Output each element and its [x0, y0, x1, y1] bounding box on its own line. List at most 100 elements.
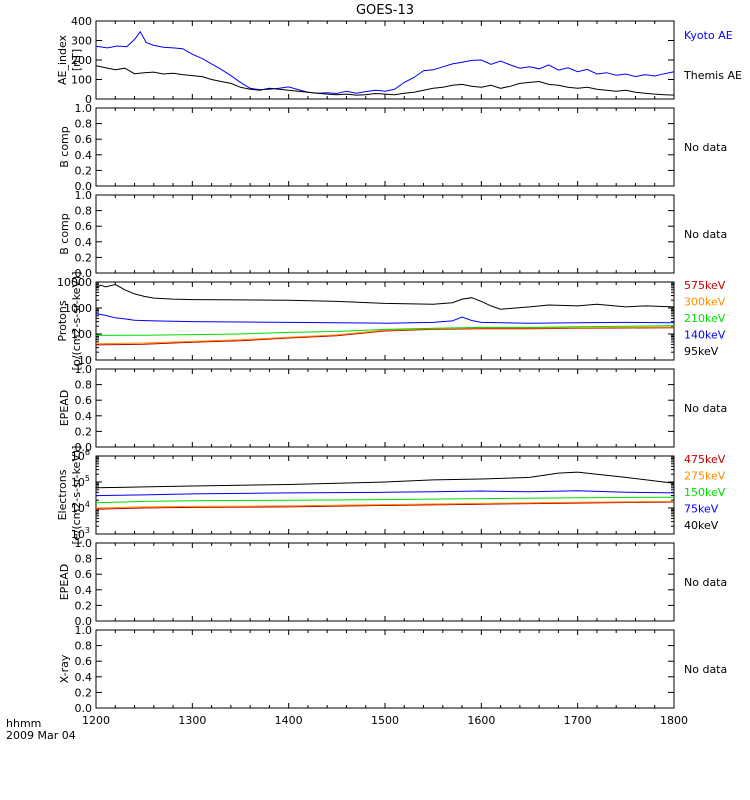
no-data-label: No data: [684, 402, 727, 415]
legend-entry: 95keV: [684, 345, 719, 358]
footer-time-label: hhmm: [6, 717, 41, 730]
y-tick-label: 1.0: [75, 189, 93, 202]
panel-frame: [95, 368, 675, 448]
x-tick-label: 1600: [467, 714, 495, 727]
y-axis-unit-label: [p/(cm2-s-sr-keV)]: [70, 271, 83, 370]
panel-bcomp1: 0.0 0.2 0.4 0.6 0.8 1.0 B comp No data: [58, 102, 727, 193]
y-tick-label: 0: [85, 93, 92, 106]
y-tick-label: 105: [71, 474, 90, 489]
panel-protons: 10 100 1000 10000 Protons [p/(cm2-s-sr-keV)] 5…: [56, 271, 726, 370]
panel-frame: [95, 107, 675, 187]
y-tick-label: 100: [71, 328, 92, 341]
no-data-label: No data: [684, 663, 727, 676]
series-line-275kev: [95, 500, 675, 509]
y-tick-label: 1000: [64, 302, 92, 315]
y-tick-label: 0.4: [75, 236, 93, 249]
y-tick-label: 0.4: [75, 584, 93, 597]
y-tick-label: 106: [71, 448, 90, 463]
y-axis-label: EPEAD: [58, 390, 71, 427]
series-line-475kev: [95, 501, 675, 510]
y-tick-label: 400: [71, 15, 92, 28]
x-tick-label: 1200: [82, 714, 110, 727]
figure-title: GOES-13: [356, 3, 414, 18]
y-tick-label: 10000: [57, 276, 92, 289]
x-tick-label: 1800: [660, 714, 688, 727]
y-tick-label: 103: [71, 526, 90, 541]
y-tick-label: 0.4: [75, 410, 93, 423]
legend-entry: 300keV: [684, 296, 726, 309]
y-tick-label: 0.2: [75, 251, 93, 264]
y-axis-label: B comp: [58, 213, 71, 255]
legend-entry: 575keV: [684, 279, 726, 292]
no-data-label: No data: [684, 228, 727, 241]
legend-entry: 150keV: [684, 486, 726, 499]
legend-entry: Themis AE: [683, 69, 742, 82]
series-line-95kev: [95, 283, 675, 310]
y-tick-label: 0.0: [75, 441, 93, 454]
y-tick-label: 0.8: [75, 379, 93, 392]
y-axis-label: Electrons: [56, 469, 69, 520]
y-tick-label: 0.4: [75, 671, 93, 684]
y-tick-label: 0.6: [75, 655, 93, 668]
y-tick-label: 0.4: [75, 149, 93, 162]
y-tick-label: 0.2: [75, 686, 93, 699]
y-tick-label: 0.2: [75, 425, 93, 438]
legend-entry: 275keV: [684, 470, 726, 483]
series-line-300kev: [95, 326, 675, 345]
series-line-575kev: [95, 327, 675, 346]
panel-xray: 0.0 0.2 0.4 0.6 0.8 1.0 X-ray No data: [58, 624, 727, 715]
panel-frame: [95, 542, 675, 622]
legend-entry: 140keV: [684, 329, 726, 342]
series-line-75kev: [95, 490, 675, 497]
series-line-kyoto-ae: [95, 30, 675, 95]
y-tick-label: 1.0: [75, 363, 93, 376]
series-line-150kev: [95, 496, 675, 504]
y-tick-label: 0.6: [75, 220, 93, 233]
x-tick-label: 1700: [564, 714, 592, 727]
y-axis-unit-label: [nT]: [70, 49, 83, 71]
x-tick-label: 1300: [178, 714, 206, 727]
y-tick-label: 0.2: [75, 599, 93, 612]
series-line-40kev: [95, 471, 675, 489]
y-axis-label: EPEAD: [58, 564, 71, 601]
y-tick-label: 104: [71, 500, 90, 515]
y-tick-label: 0.6: [75, 394, 93, 407]
panel-frame: [95, 629, 675, 709]
y-tick-label: 0.0: [75, 615, 93, 628]
y-tick-label: 1.0: [75, 102, 93, 115]
y-axis-unit-label: [e/(cm2-s-sr-keV)]: [70, 446, 83, 545]
y-tick-label: 0.8: [75, 118, 93, 131]
y-tick-label: 100: [71, 74, 92, 87]
no-data-label: No data: [684, 576, 727, 589]
panel-frame: [95, 455, 675, 535]
legend-entry: Kyoto AE: [684, 29, 733, 42]
panel-epead1: 0.0 0.2 0.4 0.6 0.8 1.0 EPEAD No data: [58, 363, 727, 454]
y-tick-label: 1.0: [75, 624, 93, 637]
y-tick-label: 1.0: [75, 537, 93, 550]
y-tick-label: 0.0: [75, 267, 93, 280]
y-tick-label: 300: [71, 35, 92, 48]
y-tick-label: 10: [78, 354, 92, 367]
y-tick-label: 0.6: [75, 568, 93, 581]
y-tick-label: 0.8: [75, 640, 93, 653]
y-tick-label: 0.2: [75, 164, 93, 177]
y-tick-label: 0.0: [75, 180, 93, 193]
panel-epead2: 0.0 0.2 0.4 0.6 0.8 1.0 EPEAD No data: [58, 537, 727, 628]
x-tick-label: 1400: [275, 714, 303, 727]
y-tick-label: 0.0: [75, 702, 93, 715]
panel-bcomp2: 0.0 0.2 0.4 0.6 0.8 1.0 B comp No data: [58, 189, 727, 280]
no-data-label: No data: [684, 141, 727, 154]
legend-entry: 475keV: [684, 453, 726, 466]
y-axis-label: X-ray: [58, 654, 71, 683]
legend-entry: 75keV: [684, 503, 719, 516]
y-tick-label: 0.8: [75, 205, 93, 218]
series-line-140kev: [95, 313, 675, 324]
y-axis-label: B comp: [58, 126, 71, 168]
x-axis: 1200 1300 1400 1500 1600 1700 1800: [82, 714, 688, 727]
legend-entry: 210keV: [684, 312, 726, 325]
panel-frame: [95, 194, 675, 274]
